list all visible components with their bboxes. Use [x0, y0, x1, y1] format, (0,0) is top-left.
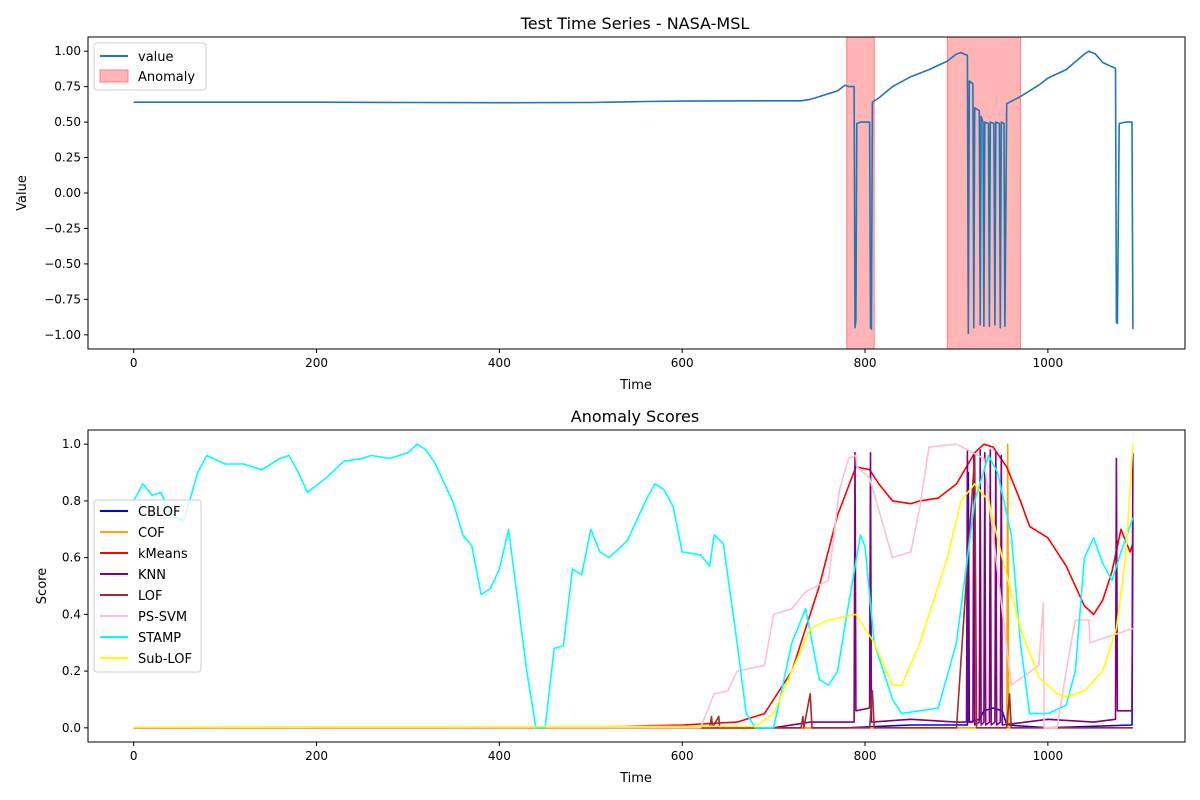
top-y-tick-label: 0.50	[54, 115, 81, 129]
series-line-stamp	[132, 443, 1134, 729]
bottom-x-tick-label: 400	[488, 749, 511, 763]
legend-label-value: value	[138, 50, 174, 65]
bottom-y-tick-label: 0.2	[62, 664, 81, 678]
top-y-tick-label: −0.50	[44, 257, 81, 271]
bottom-x-tick-label: 200	[305, 749, 328, 763]
top-x-tick-label: 800	[854, 356, 877, 370]
top-x-tick-label: 400	[488, 356, 511, 370]
legend-label-anomaly: Anomaly	[138, 70, 195, 85]
top-x-ticks: 0 200 400 600 800 1000	[130, 349, 1063, 370]
top-y-tick-label: 0.75	[54, 80, 81, 94]
top-chart-title: Test Time Series - NASA-MSL	[520, 14, 750, 33]
bottom-x-tick-label: 1000	[1033, 749, 1064, 763]
top-x-tick-label: 600	[671, 356, 694, 370]
top-x-tick-label: 1000	[1033, 356, 1064, 370]
legend-label-kmeans: kMeans	[138, 547, 188, 562]
bottom-chart: Anomaly Scores 0 200 400 600 800 1000 0.00.20…	[35, 407, 1186, 786]
bottom-legend-box	[93, 499, 202, 673]
top-y-tick-label: −0.25	[44, 221, 81, 235]
top-chart: Test Time Series - NASA-MSL 0 200 400 600 80…	[15, 14, 1186, 393]
bottom-y-tick-label: 0.4	[62, 607, 81, 621]
legend-label-lof: LOF	[138, 589, 163, 604]
top-x-axis-label: Time	[619, 378, 652, 393]
legend-label-sub-lof: Sub-LOF	[138, 652, 192, 667]
bottom-x-tick-label: 800	[854, 749, 877, 763]
bottom-y-tick-label: 1.0	[62, 437, 81, 451]
bottom-y-ticks: 0.0 0.2 0.4 0.6 0.8 1.0	[62, 437, 88, 735]
bottom-y-tick-label: 0.8	[62, 494, 81, 508]
bottom-y-axis-label: Score	[35, 568, 50, 604]
top-y-tick-label: 0.00	[54, 186, 81, 200]
top-series-lines	[133, 50, 1134, 335]
anomaly-regions	[846, 36, 1021, 350]
bottom-y-tick-label: 0.6	[62, 551, 81, 565]
bottom-chart-title: Anomaly Scores	[571, 407, 699, 426]
series-line-lof	[133, 454, 1133, 729]
top-legend: value Anomaly	[93, 42, 207, 91]
top-x-tick-label: 0	[130, 356, 138, 370]
top-y-tick-label: 0.25	[54, 151, 81, 165]
series-line-value	[133, 50, 1134, 335]
series-line-sub-lof	[133, 444, 1134, 728]
legend-label-cof: COF	[138, 526, 165, 541]
bottom-plot-frame	[87, 429, 1186, 743]
series-line-knn	[133, 449, 1134, 729]
top-y-tick-label: 1.00	[54, 44, 81, 58]
legend-label-ps-svm: PS-SVM	[138, 610, 187, 625]
top-y-ticks: −1.00 −0.75 −0.50 −0.25 0.00 0.25 0.50 0.75 1.00	[44, 44, 88, 342]
bottom-series-lines	[132, 443, 1134, 729]
bottom-y-tick-label: 0.0	[62, 721, 81, 735]
top-y-tick-label: −1.00	[44, 328, 81, 342]
top-y-axis-label: Value	[15, 175, 30, 211]
top-y-tick-label: −0.75	[44, 292, 81, 306]
bottom-x-tick-label: 600	[671, 749, 694, 763]
top-x-tick-label: 200	[305, 356, 328, 370]
legend-label-knn: KNN	[138, 568, 166, 583]
legend-label-cblof: CBLOF	[138, 505, 181, 520]
bottom-x-tick-label: 0	[130, 749, 138, 763]
bottom-x-ticks: 0 200 400 600 800 1000	[130, 742, 1063, 763]
series-line-ps-svm	[133, 443, 1134, 729]
legend-label-stamp: STAMP	[138, 631, 181, 646]
legend-swatch-anomaly	[99, 69, 129, 83]
bottom-legend: CBLOF COF kMeans KNN LOF PS-SVM STAMP Sub-LOF	[93, 499, 202, 673]
bottom-x-axis-label: Time	[619, 771, 652, 786]
